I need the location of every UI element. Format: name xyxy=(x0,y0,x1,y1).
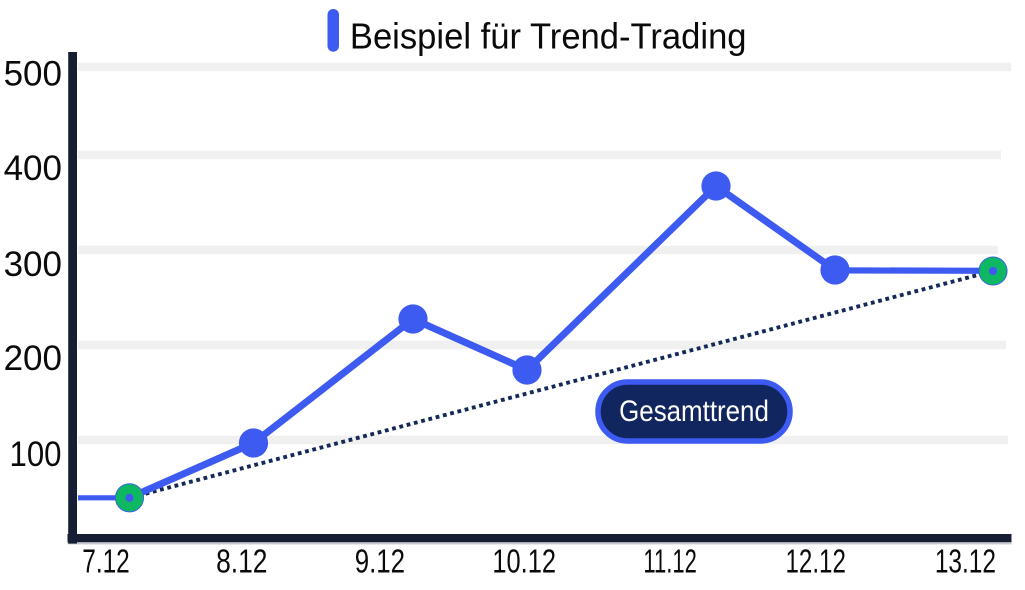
svg-text:400: 400 xyxy=(4,149,62,188)
svg-text:100: 100 xyxy=(10,436,62,475)
svg-text:11.12: 11.12 xyxy=(643,543,696,579)
svg-text:9.12: 9.12 xyxy=(355,544,405,581)
svg-text:10.12: 10.12 xyxy=(492,543,556,580)
svg-text:300: 300 xyxy=(4,245,62,284)
svg-text:Beispiel für Trend-Trading: Beispiel für Trend-Trading xyxy=(350,17,747,57)
svg-text:200: 200 xyxy=(4,339,62,378)
svg-text:12.12: 12.12 xyxy=(786,544,846,581)
svg-text:500: 500 xyxy=(4,54,62,93)
svg-text:Gesamttrend: Gesamttrend xyxy=(619,394,769,427)
svg-text:13.12: 13.12 xyxy=(935,544,996,580)
svg-text:8.12: 8.12 xyxy=(216,544,267,580)
svg-text:7.12: 7.12 xyxy=(82,544,130,580)
